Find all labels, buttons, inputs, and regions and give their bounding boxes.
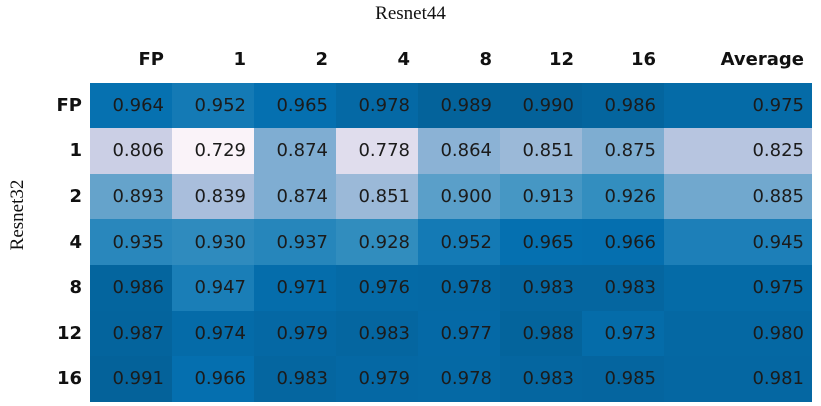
row-header: FP <box>56 94 83 116</box>
column-header: 2 <box>315 49 328 71</box>
column-header: 16 <box>630 49 656 71</box>
header-row: FP 1 2 4 8 12 16 Average <box>38 37 812 83</box>
heat-cell: 0.975 <box>664 264 812 311</box>
table-row: 2 0.893 0.839 0.874 0.851 0.900 0.913 0.926 0.88… <box>38 173 812 220</box>
column-axis-title: Resnet44 <box>375 3 446 24</box>
heat-cell: 0.928 <box>336 219 418 265</box>
column-header: 1 <box>233 49 246 71</box>
heat-cell: 0.839 <box>172 173 254 220</box>
heat-cell: 0.979 <box>254 310 336 357</box>
heat-cell: 0.973 <box>582 310 664 357</box>
heat-cell: 0.945 <box>664 219 812 265</box>
heat-cell: 0.977 <box>418 310 500 357</box>
table-row: 12 0.987 0.974 0.979 0.983 0.977 0.988 0.973 0.9… <box>38 310 812 357</box>
heat-cell: 0.986 <box>90 264 172 311</box>
heat-cell: 0.885 <box>664 173 812 220</box>
heat-cell: 0.965 <box>500 219 582 265</box>
heat-cell: 0.983 <box>582 264 664 311</box>
heat-cell: 0.874 <box>254 128 336 174</box>
heat-cell: 0.991 <box>90 356 172 402</box>
table-row: 8 0.986 0.947 0.971 0.976 0.978 0.983 0.983 0.97… <box>38 264 812 311</box>
heat-cell: 0.978 <box>336 82 418 129</box>
heat-cell: 0.952 <box>418 219 500 265</box>
column-header: FP <box>138 49 165 71</box>
heat-cell: 0.979 <box>336 356 418 402</box>
heat-cell: 0.930 <box>172 219 254 265</box>
heat-cell: 0.976 <box>336 264 418 311</box>
heat-cell: 0.825 <box>664 128 812 174</box>
heat-cell: 0.900 <box>418 173 500 220</box>
column-header: 4 <box>397 49 410 71</box>
heatmap-table: FP 1 2 4 8 12 16 Average FP 0.964 0.952 0.965 0.978 0… <box>38 37 812 402</box>
heat-cell: 0.983 <box>500 264 582 311</box>
heat-cell: 0.851 <box>500 128 582 174</box>
row-header: 8 <box>69 277 82 299</box>
heat-cell: 0.974 <box>172 310 254 357</box>
heat-cell: 0.987 <box>90 310 172 357</box>
heat-cell: 0.980 <box>664 310 812 357</box>
heat-cell: 0.874 <box>254 173 336 220</box>
heat-cell: 0.729 <box>172 128 254 174</box>
heat-cell: 0.947 <box>172 264 254 311</box>
row-axis-title: Resnet32 <box>7 179 28 251</box>
heat-cell: 0.935 <box>90 219 172 265</box>
heat-cell: 0.988 <box>500 310 582 357</box>
heat-cell: 0.985 <box>582 356 664 402</box>
heat-cell: 0.986 <box>582 82 664 129</box>
table-row: 4 0.935 0.930 0.937 0.928 0.952 0.965 0.966 0.94… <box>38 219 812 265</box>
heat-cell: 0.983 <box>500 356 582 402</box>
heat-cell: 0.952 <box>172 82 254 129</box>
heat-cell: 0.989 <box>418 82 500 129</box>
heat-cell: 0.864 <box>418 128 500 174</box>
column-header: 12 <box>548 49 574 71</box>
heat-cell: 0.926 <box>582 173 664 220</box>
heat-cell: 0.965 <box>254 82 336 129</box>
heat-cell: 0.983 <box>336 310 418 357</box>
heat-cell: 0.913 <box>500 173 582 220</box>
table-row: 1 0.806 0.729 0.874 0.778 0.864 0.851 0.875 0.82… <box>38 128 812 174</box>
heat-cell: 0.964 <box>90 82 172 129</box>
heat-cell: 0.966 <box>172 356 254 402</box>
heat-cell: 0.875 <box>582 128 664 174</box>
row-header: 4 <box>69 231 82 253</box>
heat-cell: 0.981 <box>664 356 812 402</box>
heat-cell: 0.978 <box>418 356 500 402</box>
row-header: 12 <box>56 322 82 344</box>
heat-cell: 0.990 <box>500 82 582 129</box>
column-header: Average <box>720 49 804 71</box>
heat-cell: 0.975 <box>664 82 812 129</box>
heat-cell: 0.978 <box>418 264 500 311</box>
heat-cell: 0.971 <box>254 264 336 311</box>
heat-cell: 0.778 <box>336 128 418 174</box>
row-header: 16 <box>56 368 82 390</box>
column-header: 8 <box>479 49 492 71</box>
heat-cell: 0.893 <box>90 173 172 220</box>
row-header: 2 <box>69 186 82 208</box>
heat-cell: 0.806 <box>90 128 172 174</box>
heat-cell: 0.937 <box>254 219 336 265</box>
heat-cell: 0.851 <box>336 173 418 220</box>
table-row: FP 0.964 0.952 0.965 0.978 0.989 0.990 0.986 0.9… <box>38 82 812 129</box>
row-header: 1 <box>69 140 82 162</box>
heat-cell: 0.983 <box>254 356 336 402</box>
table-row: 16 0.991 0.966 0.983 0.979 0.978 0.983 0.985 0.9… <box>38 356 812 402</box>
heat-cell: 0.966 <box>582 219 664 265</box>
